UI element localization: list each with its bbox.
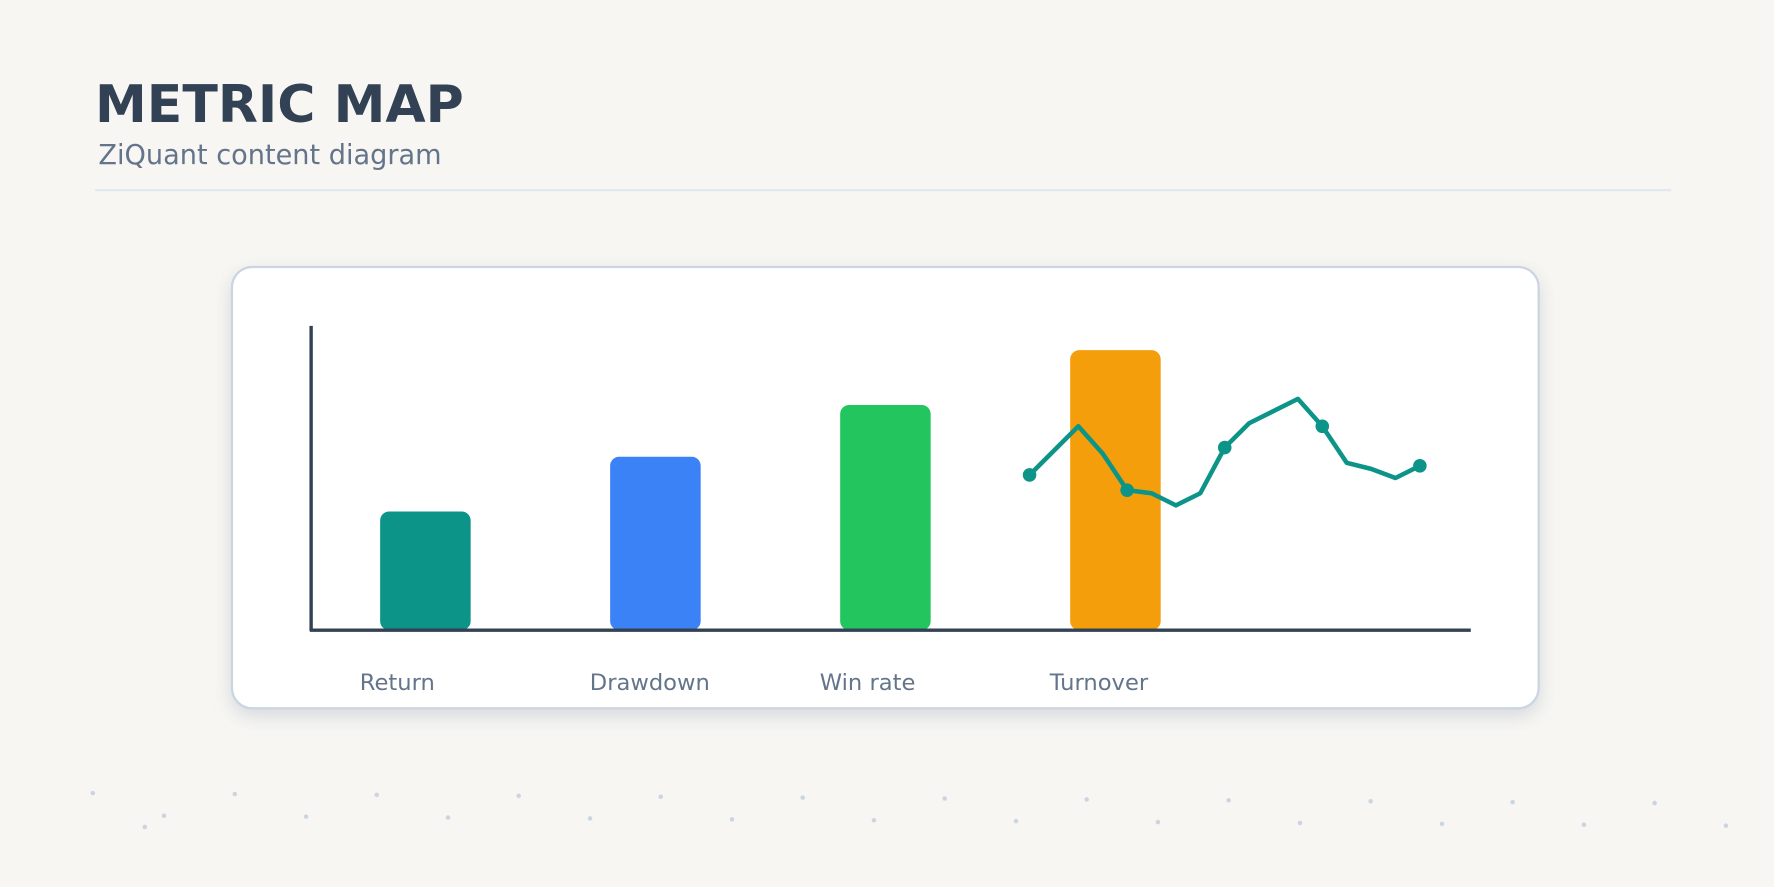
deco-dot [729, 817, 735, 822]
deco-dot [374, 792, 380, 798]
deco-dot [1084, 797, 1089, 802]
trend-point [1120, 483, 1134, 497]
deco-dot [1510, 799, 1515, 805]
deco-dot [516, 793, 521, 799]
deco-dot [142, 824, 148, 830]
title: METRIC MAP [95, 75, 464, 135]
deco-dot [1155, 819, 1161, 825]
deco-dot [161, 813, 167, 818]
trend-point [1315, 419, 1330, 434]
deco-dot [587, 816, 593, 821]
bar [380, 511, 471, 631]
subtitle: ZiQuant content diagram [98, 140, 441, 171]
deco-dot [800, 795, 805, 800]
deco-dot [942, 796, 947, 801]
deco-dot [232, 791, 238, 797]
plot: Return Drawdown Win rate Turnover [360, 350, 1427, 696]
x-tick-label: Return [360, 670, 435, 696]
bar [840, 404, 931, 631]
bar [1070, 350, 1161, 631]
deco-dot [1368, 798, 1373, 804]
deco-dot [1723, 823, 1729, 828]
deco-dot [1013, 818, 1019, 824]
trend-point [1022, 468, 1037, 482]
bar [610, 456, 701, 631]
x-tick-label: Drawdown [590, 670, 710, 696]
decoration [90, 790, 1729, 830]
deco-dot [658, 794, 663, 799]
x-tick-label: Win rate [820, 670, 916, 696]
x-tick-label: Turnover [1049, 670, 1149, 696]
deco-dot [303, 814, 309, 819]
deco-dot [1652, 800, 1657, 806]
trend-point [1217, 440, 1232, 455]
deco-dot [1439, 821, 1445, 827]
deco-dot [1226, 798, 1231, 803]
trend-point [1413, 459, 1427, 473]
deco-dot [90, 790, 96, 796]
deco-dot [1297, 820, 1303, 826]
deco-dot [1581, 822, 1587, 828]
deco-dot [871, 817, 877, 823]
deco-dot [445, 815, 451, 820]
